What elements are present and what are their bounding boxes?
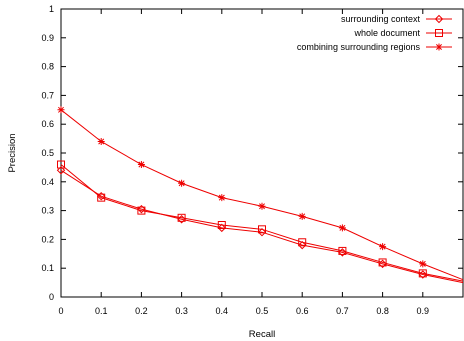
series-square — [57, 160, 464, 282]
data-point — [218, 194, 226, 202]
y-tick-label: 0.5 — [41, 148, 54, 158]
data-point — [217, 223, 227, 233]
data-point — [379, 243, 387, 251]
x-tick-label: 0.8 — [376, 306, 389, 316]
x-tick-label: 0.3 — [175, 306, 188, 316]
x-tick-label: 0.4 — [216, 306, 229, 316]
data-point — [258, 202, 266, 210]
y-tick-label: 0.2 — [41, 234, 54, 244]
legend-marker — [435, 29, 443, 37]
data-point — [378, 258, 387, 267]
data-point — [177, 213, 186, 222]
axes: 0 0.1 0.2 0.3 0.4 0.5 0.6 0.7 0.8 0.9 1 0 0.1 0.2 0.3 0… — [41, 4, 464, 316]
data-point — [338, 246, 347, 255]
x-tick-label: 0 — [58, 306, 63, 316]
x-axis-title: Recall — [249, 329, 275, 340]
series-star — [57, 106, 464, 281]
series-line — [60, 169, 464, 284]
x-tick-label: 0.7 — [336, 306, 349, 316]
y-tick-label: 0.8 — [41, 62, 54, 72]
x-tick-label: 0.5 — [256, 306, 269, 316]
data-point — [96, 191, 106, 201]
y-tick-label: 0.1 — [41, 263, 54, 273]
x-tick-label: 0.1 — [95, 306, 108, 316]
data-point — [419, 260, 427, 268]
y-tick-label: 0.9 — [41, 33, 54, 43]
y-tick-label: 0.4 — [41, 177, 54, 187]
x-tick-label: 0.2 — [135, 306, 148, 316]
legend: surrounding context whole document combini… — [297, 14, 452, 52]
data-point — [338, 224, 346, 232]
data-point — [56, 166, 66, 175]
data-point — [298, 212, 306, 220]
data-point — [97, 137, 105, 145]
data-point — [137, 161, 145, 169]
data-point — [137, 204, 146, 214]
y-axis-title: Precision — [7, 133, 18, 172]
y-tick-label: 1 — [49, 4, 54, 14]
data-point — [258, 225, 266, 234]
data-point — [298, 238, 307, 247]
y-tick-label: 0.7 — [41, 90, 54, 100]
data-point — [257, 227, 267, 237]
legend-marker — [435, 43, 443, 51]
legend-marker — [434, 14, 444, 24]
data-point — [137, 206, 146, 215]
x-tick-label: 0.9 — [417, 306, 430, 316]
data-point — [178, 179, 186, 187]
data-point — [57, 160, 65, 169]
y-tick-label: 0.3 — [41, 206, 54, 216]
legend-label: surrounding context — [341, 14, 421, 24]
data-point — [57, 106, 65, 114]
series-line — [60, 164, 464, 282]
legend-label: combining surrounding regions — [297, 42, 421, 52]
series-lines — [56, 106, 464, 284]
data-point — [418, 269, 427, 278]
y-tick-label: 0 — [49, 292, 54, 302]
x-tick-label: 0.6 — [296, 306, 309, 316]
legend-label: whole document — [353, 28, 420, 38]
series-diamond — [56, 166, 464, 284]
series-line — [60, 109, 464, 281]
y-tick-label: 0.6 — [41, 119, 54, 129]
data-point — [217, 221, 226, 229]
data-point — [97, 193, 106, 202]
data-point — [297, 240, 307, 250]
